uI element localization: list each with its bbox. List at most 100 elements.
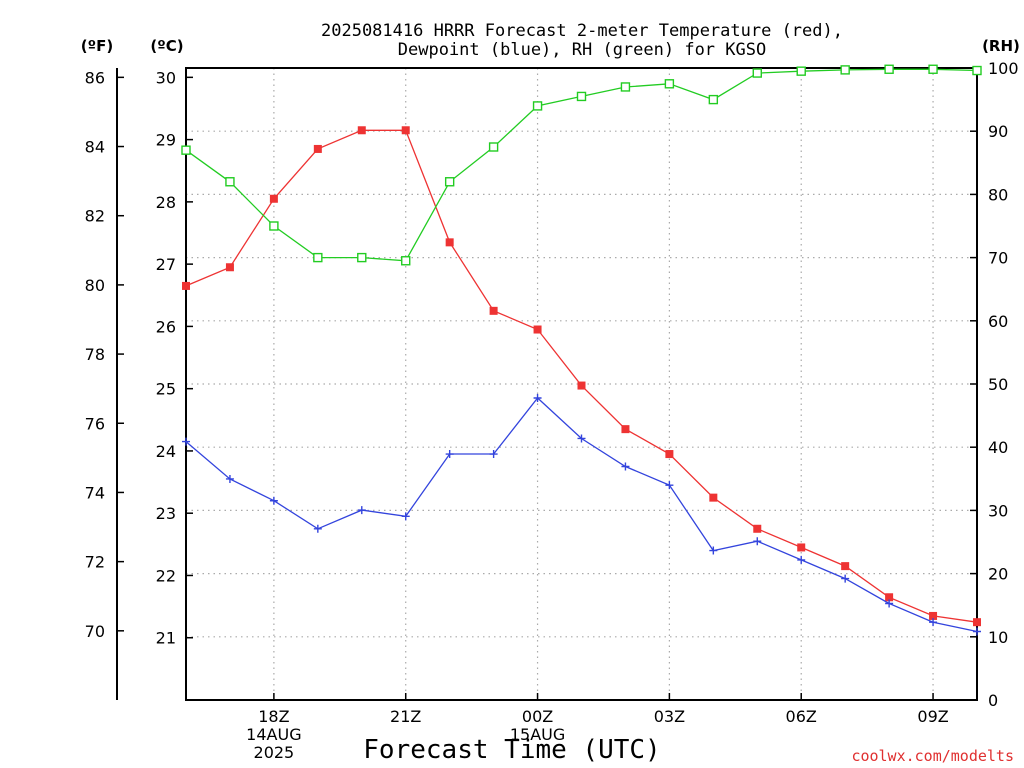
x-axis-title: Forecast Time (UTC) — [363, 735, 660, 765]
celsius-tick-label: 30 — [156, 68, 176, 87]
dewpoint-point — [665, 481, 674, 490]
fahrenheit-tick-label: 78 — [85, 345, 105, 364]
rh-tick-label: 80 — [988, 185, 1008, 204]
celsius-tick-label: 26 — [156, 317, 176, 336]
dewpoint-point — [577, 434, 586, 443]
dewpoint-point — [182, 437, 190, 446]
dewpoint-point — [313, 524, 322, 533]
series-lines — [181, 64, 982, 636]
rh-point — [840, 65, 850, 75]
rh-tick-label: 20 — [988, 565, 1008, 584]
temperature-point — [577, 381, 586, 390]
rh-point — [664, 79, 675, 89]
temperature-point — [445, 238, 454, 247]
rh-tick-label: 30 — [988, 501, 1008, 520]
x-tick-label: 06Z — [786, 707, 817, 726]
rh-axis-label: (RH) — [982, 37, 1020, 55]
temperature-point — [313, 144, 322, 153]
temperature-point — [269, 194, 278, 203]
rh-point — [928, 64, 938, 74]
fahrenheit-tick-label: 74 — [85, 483, 105, 502]
celsius-tick-label: 21 — [156, 629, 176, 648]
rh-tick-label: 40 — [988, 438, 1008, 457]
dewpoint-line — [185, 397, 978, 633]
rh-tick-label: 70 — [988, 249, 1008, 268]
temperature-point — [709, 493, 718, 502]
temperature-point — [489, 306, 498, 315]
axes: 70 72 74 76 78 80 82 84 86 21 22 23 24 25 26 27 28 29 30 0 1… — [85, 59, 1019, 762]
rh-point — [225, 177, 235, 187]
celsius-tick-label: 25 — [156, 380, 176, 399]
dewpoint-point — [533, 394, 542, 403]
rh-point — [708, 94, 719, 105]
dewpoint-point — [489, 450, 498, 459]
fahrenheit-tick-label: 86 — [85, 68, 105, 87]
rh-tick-label: 0 — [988, 691, 998, 710]
dewpoint-point — [621, 462, 630, 471]
x-tick-label: 03Z — [654, 707, 685, 726]
temperature-point — [753, 524, 762, 533]
fahrenheit-tick-label: 72 — [85, 553, 105, 572]
rh-point — [357, 252, 367, 263]
celsius-tick-label: 28 — [156, 193, 176, 212]
chart-title-line-2: Dewpoint (blue), RH (green) for KGSO — [398, 40, 766, 60]
x-tick-label: 18Z — [258, 707, 289, 726]
temperature-point — [401, 126, 410, 135]
temperature-point — [885, 593, 894, 602]
celsius-tick-label: 22 — [156, 566, 176, 585]
x-tick-label: 00Z — [522, 707, 553, 726]
fahrenheit-tick-label: 82 — [85, 207, 105, 226]
fahrenheit-tick-label: 84 — [85, 138, 105, 157]
fahrenheit-tick-label: 80 — [85, 276, 105, 295]
rh-point — [444, 177, 455, 187]
temperature-point — [182, 281, 190, 290]
temperature-point — [533, 325, 542, 334]
dewpoint-point — [929, 618, 938, 627]
rh-point — [752, 68, 762, 78]
dewpoint-point — [885, 599, 894, 608]
fahrenheit-tick-label: 70 — [85, 622, 105, 641]
rh-point — [576, 91, 587, 102]
temperature-point — [621, 425, 630, 434]
x-tick-label: 14AUG — [246, 725, 301, 744]
temperature-point — [225, 263, 234, 272]
dewpoint-point — [753, 537, 762, 546]
rh-point — [269, 221, 279, 231]
dewpoint-point — [797, 555, 806, 564]
dewpoint-point — [401, 512, 410, 521]
fahrenheit-tick-label: 76 — [85, 414, 105, 433]
chart-title-line-1: 2025081416 HRRR Forecast 2-meter Tempera… — [321, 21, 843, 41]
celsius-tick-label: 23 — [156, 504, 176, 523]
temperature-point — [665, 450, 674, 459]
temperature-series — [182, 126, 981, 627]
rh-point — [401, 256, 411, 266]
temperature-point — [973, 618, 981, 627]
dewpoint-point — [269, 496, 278, 505]
credit-link[interactable]: coolwx.com/modelts — [851, 747, 1014, 765]
rh-point — [796, 66, 806, 76]
celsius-tick-label: 27 — [156, 255, 176, 274]
rh-tick-label: 100 — [988, 59, 1019, 78]
celsius-tick-label: 29 — [156, 131, 176, 150]
dewpoint-point — [445, 450, 454, 459]
rh-tick-label: 90 — [988, 122, 1008, 141]
dewpoint-series — [182, 394, 981, 636]
temperature-line — [185, 129, 978, 623]
x-tick-label: 15AUG — [510, 725, 565, 744]
x-tick-label: 21Z — [390, 707, 421, 726]
grid-lines — [186, 68, 977, 700]
dewpoint-point — [973, 627, 981, 636]
x-tick-label: 09Z — [917, 707, 948, 726]
rh-series — [181, 64, 982, 266]
dewpoint-point — [357, 506, 366, 515]
dewpoint-point — [225, 474, 234, 483]
rh-tick-label: 50 — [988, 375, 1008, 394]
rh-tick-label: 10 — [988, 628, 1008, 647]
temperature-point — [841, 562, 850, 571]
rh-point — [532, 101, 543, 111]
rh-point — [488, 142, 499, 152]
rh-point — [620, 82, 631, 92]
temperature-point — [929, 611, 938, 620]
celsius-axis-label: (ºC) — [150, 37, 183, 55]
